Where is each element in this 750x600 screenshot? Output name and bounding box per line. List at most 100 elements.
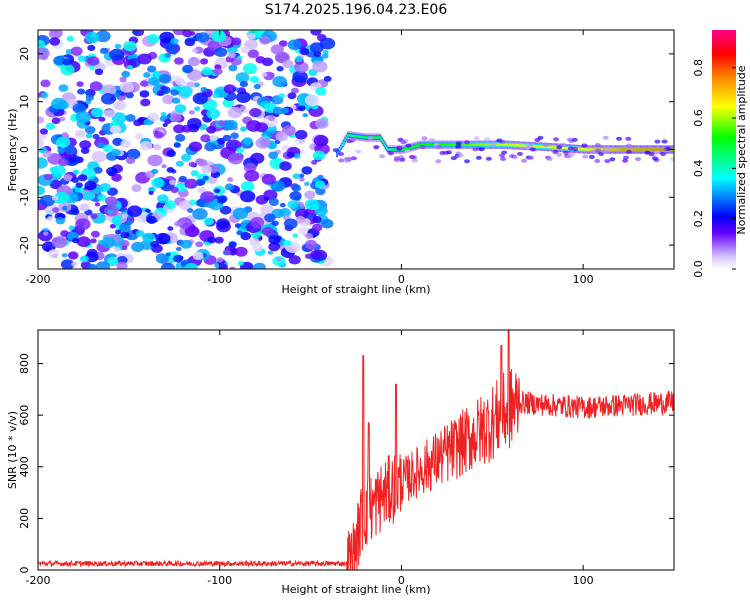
noise-blob <box>239 81 248 88</box>
noise-blob <box>80 147 90 154</box>
noise-blob <box>164 52 172 58</box>
noise-blob <box>231 37 242 46</box>
ridge-halo <box>387 151 394 156</box>
noise-blob <box>70 46 83 56</box>
ridge-segment <box>501 143 508 146</box>
ridge-halo <box>582 154 589 159</box>
noise-blob <box>135 230 145 237</box>
noise-blob <box>255 137 271 149</box>
noise-blob <box>211 30 227 43</box>
snr-series-line <box>38 330 674 570</box>
colorbar-tick-label: 0.4 <box>692 160 705 178</box>
ridge-halo <box>661 139 668 144</box>
noise-blob <box>287 39 302 50</box>
ridge-halo <box>652 156 658 161</box>
noise-blob <box>240 46 250 54</box>
noise-blob <box>72 169 80 175</box>
ridge-halo <box>546 156 553 161</box>
ridge-halo <box>595 148 602 153</box>
noise-blob <box>90 238 97 244</box>
noise-blob <box>39 194 55 207</box>
noise-blob <box>192 208 208 220</box>
noise-blob <box>269 72 275 78</box>
noise-blob <box>175 77 185 86</box>
noise-blob <box>79 203 90 212</box>
x-tick-label: -100 <box>207 574 232 587</box>
noise-blob <box>278 40 288 47</box>
noise-blob <box>229 266 236 269</box>
noise-blob <box>169 179 176 185</box>
noise-blob <box>313 134 329 147</box>
ridge-segment <box>412 145 416 148</box>
y-tick-label: 20 <box>18 47 31 61</box>
noise-blob <box>75 182 83 189</box>
noise-blob <box>282 59 294 69</box>
noise-blob <box>160 112 167 117</box>
noise-blob <box>38 230 53 242</box>
ridge-halo <box>609 157 616 162</box>
ridge-halo <box>429 138 435 143</box>
noise-blob <box>217 196 227 204</box>
noise-blob <box>228 52 236 59</box>
y-tick-label: 200 <box>18 508 31 529</box>
noise-blob <box>255 56 266 64</box>
noise-blob <box>293 153 301 159</box>
ridge-halo <box>562 150 569 155</box>
noise-blob <box>121 70 131 78</box>
noise-blob <box>108 171 115 177</box>
ridge-halo <box>464 159 470 164</box>
noise-blob <box>240 232 251 241</box>
y-tick-label: 800 <box>18 353 31 374</box>
noise-blob <box>312 60 328 73</box>
noise-blob <box>214 47 228 57</box>
noise-blob <box>167 226 174 231</box>
noise-blob <box>100 93 116 105</box>
ridge-halo <box>343 158 350 163</box>
noise-blob <box>143 72 151 78</box>
ridge-segment <box>626 148 634 151</box>
noise-blob <box>195 241 204 248</box>
snr-x-label: Height of straight line (km) <box>281 583 430 596</box>
ridge-halo <box>394 156 400 161</box>
noise-blob <box>59 116 66 122</box>
ridge-segment <box>382 140 384 144</box>
noise-blob <box>91 230 100 238</box>
noise-blob <box>276 257 282 262</box>
noise-blob <box>232 207 249 220</box>
ridge-segment <box>365 136 368 139</box>
noise-blob <box>148 77 159 86</box>
ridge-segment <box>419 143 425 146</box>
ridge-segment <box>377 136 381 139</box>
noise-blob <box>161 164 167 169</box>
noise-blob <box>116 256 128 265</box>
noise-blob <box>171 97 181 104</box>
ridge-halo <box>490 142 496 147</box>
ridge-segment <box>403 147 407 151</box>
noise-blob <box>234 246 248 257</box>
ridge-segment <box>338 148 341 151</box>
ridge-halo <box>625 136 632 141</box>
noise-blob <box>214 236 224 244</box>
noise-blob <box>43 231 49 236</box>
noise-blob <box>315 87 327 96</box>
noise-blob <box>95 261 111 269</box>
noise-blob <box>290 87 299 94</box>
noise-blob <box>38 92 42 98</box>
ridge-segment <box>401 148 405 151</box>
noise-blob <box>287 92 297 100</box>
noise-blob <box>237 261 244 266</box>
ridge-segment <box>507 143 514 147</box>
noise-blob <box>63 174 73 182</box>
noise-blob <box>140 80 149 87</box>
ridge-halo <box>435 144 442 149</box>
noise-blob <box>311 160 318 165</box>
noise-blob <box>253 83 261 90</box>
noise-blob <box>200 134 211 143</box>
ridge-halo <box>475 155 482 160</box>
ridge-halo <box>332 148 339 153</box>
noise-blob <box>38 116 45 124</box>
ridge-halo <box>411 155 417 160</box>
noise-blob <box>174 57 184 65</box>
ridge-segment <box>386 146 388 150</box>
noise-blob <box>38 47 50 60</box>
